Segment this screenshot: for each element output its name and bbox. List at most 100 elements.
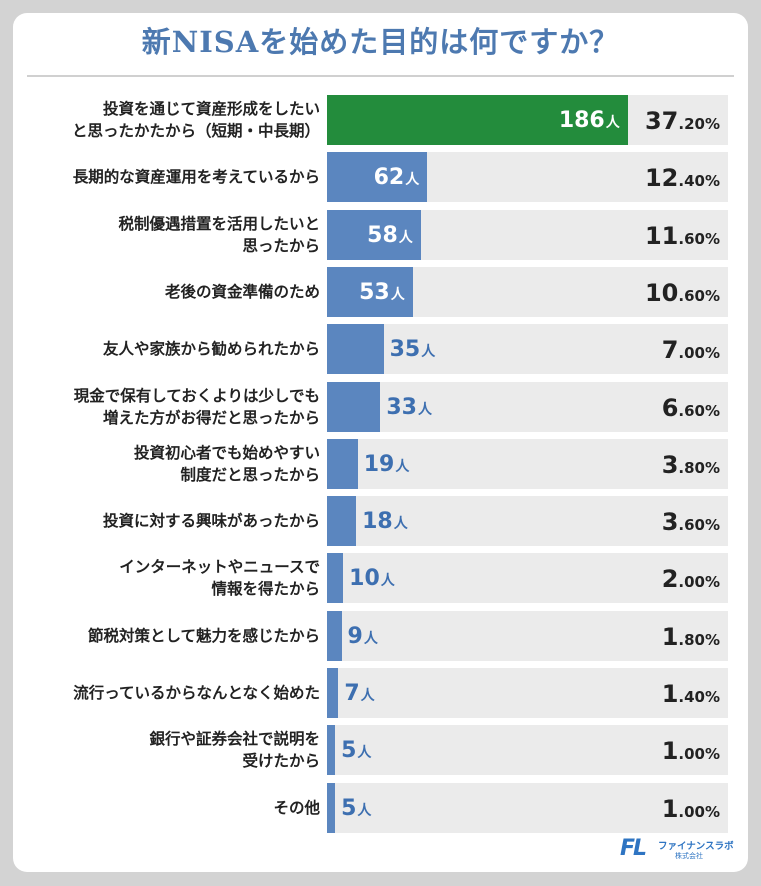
count-unit: 人 [417, 401, 432, 418]
percentage-label: 3.80% [600, 439, 720, 489]
count-unit: 人 [357, 802, 372, 819]
count-unit: 人 [380, 573, 395, 590]
percentage-integer: 7 [661, 336, 679, 365]
bar [327, 381, 381, 432]
percentage-label: 2.00% [600, 553, 720, 603]
bar-count-label: 18人 [362, 496, 408, 546]
percentage-decimal: .40% [678, 172, 720, 191]
count-value: 58 [367, 222, 398, 248]
count-value: 35 [389, 337, 421, 363]
bar-count-label: 35人 [390, 324, 436, 374]
percentage-label: 6.60% [600, 382, 720, 432]
percentage-label: 10.60% [600, 267, 720, 317]
count-unit: 人 [395, 458, 410, 475]
category-label: 銀行や証券会社で説明を 受けたから [149, 730, 320, 771]
bar-count-label: 58人 [367, 210, 413, 260]
bar [327, 782, 336, 833]
count-value: 7 [344, 681, 360, 706]
count-value: 33 [386, 394, 417, 420]
bar-count-label: 19人 [364, 439, 410, 489]
count-value: 18 [362, 509, 393, 535]
percentage-decimal: .60% [678, 229, 720, 248]
bar-count-label: 10人 [349, 553, 395, 603]
count-value: 9 [347, 623, 363, 649]
count-unit: 人 [357, 745, 372, 762]
bar [327, 266, 413, 317]
row-background [327, 668, 728, 718]
percentage-integer: 2 [661, 565, 679, 594]
bar-count-label: 7人 [344, 668, 374, 718]
category-label: 現金で保有しておくよりは少しでも 増えた方がお得だと思ったから [73, 386, 320, 427]
category-label: 投資を通じて資産形成をしたい と思ったかたから（短期・中長期） [71, 100, 320, 140]
bar-count-label: 53人 [359, 267, 405, 317]
bar-count-label: 186人 [559, 95, 620, 145]
bar-count-label: 5人 [341, 783, 371, 833]
bar [327, 725, 336, 776]
row-background [327, 381, 728, 432]
bar-count-label: 9人 [348, 611, 378, 661]
count-unit: 人 [398, 229, 413, 246]
row-background [327, 496, 728, 547]
count-value: 19 [363, 451, 395, 477]
count-unit: 人 [605, 115, 620, 131]
count-value: 10 [349, 566, 380, 592]
percentage-decimal: .60% [678, 516, 720, 535]
logo-name: ファイナンスラボ [658, 841, 734, 852]
logo-mark: FL [620, 836, 647, 861]
percentage-decimal: .40% [678, 688, 720, 706]
percentage-integer: 11 [644, 221, 679, 250]
chart-title: 新NISAを始めた目的は何ですか？ [141, 25, 620, 59]
category-label: 長期的な資産運用を考えているから [72, 168, 320, 187]
category-label: 流行っているからなんとなく始めた [73, 684, 320, 702]
row-background [327, 782, 728, 833]
percentage-integer: 1 [661, 794, 679, 823]
percentage-decimal: .00% [678, 573, 720, 592]
count-unit: 人 [421, 344, 436, 361]
bar [327, 152, 428, 203]
percentage-integer: 1 [661, 680, 679, 708]
percentage-decimal: .80% [678, 630, 720, 649]
row-background [327, 725, 728, 776]
bar [327, 496, 357, 547]
bar [327, 553, 344, 604]
bar [327, 668, 339, 718]
percentage-integer: 3 [661, 450, 679, 479]
bar [327, 209, 421, 260]
count-value: 186 [558, 108, 605, 133]
count-value: 5 [341, 738, 357, 764]
percentage-integer: 12 [644, 164, 679, 193]
percentage-label: 1.80% [600, 611, 720, 661]
percentage-integer: 1 [661, 737, 679, 766]
category-label: インターネットやニュースで 情報を得たから [119, 558, 320, 599]
category-label: 投資に対する興味があったから [102, 512, 320, 531]
percentage-decimal: .20% [678, 115, 720, 133]
percentage-label: 1.00% [600, 783, 720, 833]
percentage-label: 1.40% [600, 668, 720, 718]
percentage-label: 37.20% [600, 95, 720, 145]
category-label: 老後の資金準備のため [164, 282, 320, 301]
percentage-decimal: .60% [678, 286, 720, 305]
count-unit: 人 [360, 688, 375, 704]
percentage-integer: 1 [661, 622, 679, 651]
bar-count-label: 33人 [386, 382, 432, 432]
percentage-decimal: .60% [678, 401, 720, 420]
category-label: その他 [273, 798, 320, 817]
count-value: 53 [359, 279, 390, 305]
title-divider [27, 75, 734, 77]
percentage-label: 1.00% [600, 725, 720, 775]
percentage-label: 11.60% [600, 210, 720, 260]
logo-subtitle: 株式会社 [675, 852, 703, 860]
company-logo: FL ファイナンスラボ 株式会社 [620, 836, 740, 866]
bar-count-label: 5人 [341, 725, 371, 775]
percentage-integer: 3 [661, 508, 679, 537]
bar [327, 324, 384, 375]
count-unit: 人 [405, 172, 420, 189]
row-background [327, 610, 728, 661]
percentage-label: 7.00% [600, 324, 720, 374]
count-value: 62 [373, 165, 405, 191]
percentage-integer: 6 [661, 393, 679, 422]
category-label: 友人や家族から勧められたから [102, 340, 320, 359]
count-unit: 人 [393, 516, 408, 533]
percentage-integer: 10 [644, 278, 679, 307]
row-background [327, 324, 728, 375]
